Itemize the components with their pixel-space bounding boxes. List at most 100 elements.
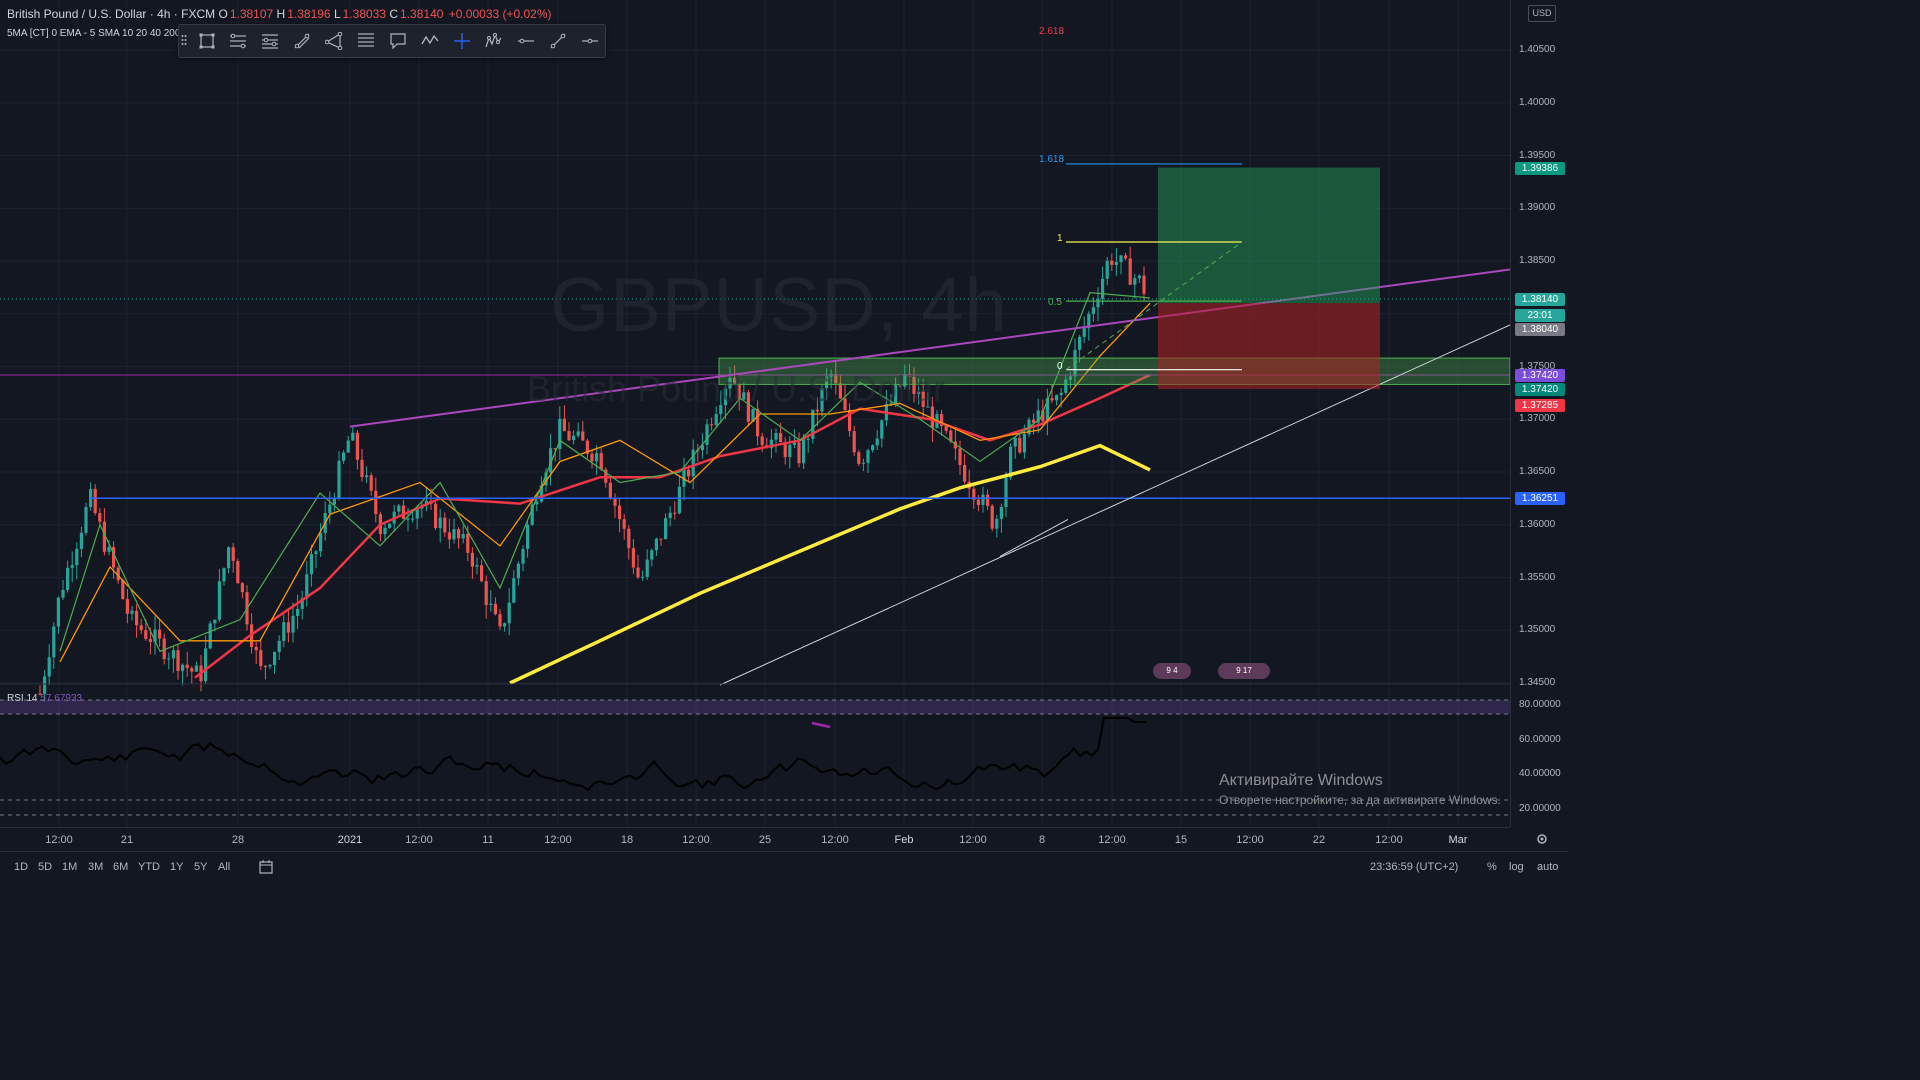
candle-body bbox=[240, 583, 244, 593]
candle-body bbox=[148, 638, 152, 642]
candle-body bbox=[999, 507, 1003, 519]
candle-body bbox=[595, 453, 599, 462]
crosshair-icon[interactable] bbox=[449, 28, 475, 54]
candle-body bbox=[480, 565, 484, 582]
time-axis-label: 12:00 bbox=[682, 834, 710, 846]
candle-body bbox=[797, 442, 801, 464]
range-button-ytd[interactable]: YTD bbox=[138, 861, 160, 873]
candle-body bbox=[838, 383, 842, 399]
candle-body bbox=[282, 622, 286, 641]
candle-body bbox=[917, 391, 921, 394]
symbol-interval[interactable]: 4h bbox=[157, 7, 171, 21]
range-button-6m[interactable]: 6M bbox=[113, 861, 129, 873]
price-axis-label: 1.35500 bbox=[1519, 571, 1556, 583]
bottom-toolbar[interactable]: 1D 5D 1M 3M 6M YTD 1Y 5Y All 23:36:59 (UTC+2) % … bbox=[0, 851, 1568, 883]
rectangle-icon[interactable] bbox=[194, 28, 220, 54]
fib-label-1: 1 bbox=[1057, 233, 1063, 244]
candle-body bbox=[857, 452, 861, 464]
path-icon[interactable] bbox=[321, 28, 347, 54]
candle-body bbox=[346, 440, 350, 453]
range-button-5y[interactable]: 5Y bbox=[194, 861, 208, 873]
range-button-3m[interactable]: 3M bbox=[88, 861, 104, 873]
candle-body bbox=[286, 622, 290, 633]
candle-body bbox=[388, 523, 392, 528]
price-tag: 1.37420 bbox=[1515, 369, 1565, 382]
xabcd-pattern-icon[interactable] bbox=[417, 28, 443, 54]
callout-icon[interactable] bbox=[385, 28, 411, 54]
clock[interactable]: 23:36:59 (UTC+2) bbox=[1370, 861, 1459, 873]
time-axis-label: Mar bbox=[1448, 834, 1468, 846]
candle-body bbox=[355, 432, 359, 460]
price-axis-label: 1.35000 bbox=[1519, 624, 1556, 636]
trend-angle-icon[interactable] bbox=[289, 28, 315, 54]
candle-body bbox=[268, 664, 272, 667]
regression-channel-icon[interactable] bbox=[257, 28, 283, 54]
candle-body bbox=[70, 565, 74, 568]
candle-body bbox=[990, 505, 994, 529]
candle-body bbox=[452, 529, 456, 540]
time-axis[interactable]: 12:00 21 28 2021 12:00 11 12:00 18 12:00 25 12:00 F… bbox=[0, 827, 1547, 852]
sma10-line bbox=[59, 292, 1151, 653]
candle-body bbox=[926, 406, 930, 408]
range-button-1y[interactable]: 1Y bbox=[170, 861, 184, 873]
candle-body bbox=[121, 580, 125, 600]
price-axis-label: 1.37000 bbox=[1519, 413, 1556, 425]
range-button-all[interactable]: All bbox=[218, 861, 231, 873]
candle-body bbox=[1101, 278, 1105, 299]
drag-handle-icon[interactable] bbox=[179, 28, 189, 54]
chart-pane[interactable]: GBPUSD, 4h British Pound / U.S. Dollar B… bbox=[0, 0, 1510, 827]
candle-body bbox=[535, 501, 539, 505]
horizontal-ray-icon[interactable] bbox=[513, 28, 539, 54]
candle-body bbox=[866, 450, 870, 463]
candle-body bbox=[1004, 477, 1008, 508]
range-button-1d[interactable]: 1D bbox=[14, 861, 29, 873]
candle-body bbox=[636, 567, 640, 578]
date-range-icon[interactable] bbox=[258, 859, 274, 880]
candle-body bbox=[194, 665, 198, 672]
economic-event-badge[interactable]: 9 4 bbox=[1153, 663, 1191, 679]
close-label: C bbox=[389, 7, 399, 21]
candle-body bbox=[613, 498, 617, 506]
candle-body bbox=[461, 533, 465, 539]
high-value: 1.38196 bbox=[287, 7, 331, 21]
candle-body bbox=[719, 405, 723, 415]
price-axis[interactable]: USD 1.40500 1.40000 1.39500 1.39000 1.38500 1… bbox=[1510, 0, 1569, 827]
symbol-name[interactable]: British Pound / U.S. Dollar bbox=[7, 7, 147, 21]
indicator-legend[interactable]: 5MA [CT] 0 EMA - 5 SMA 10 20 40 200 bbox=[7, 28, 181, 39]
range-button-5d[interactable]: 5D bbox=[38, 861, 53, 873]
price-axis-label: 1.37500 bbox=[1519, 360, 1556, 372]
symbol-legend[interactable]: British Pound / U.S. Dollar · 4h · FXCM … bbox=[7, 7, 552, 21]
candle-body bbox=[949, 430, 953, 442]
log-toggle[interactable]: log bbox=[1509, 861, 1524, 873]
candle-body bbox=[530, 504, 534, 525]
candle-body bbox=[995, 518, 999, 529]
low-label: L bbox=[333, 7, 341, 21]
candle-body bbox=[590, 453, 594, 462]
price-axis-label: 1.39500 bbox=[1519, 149, 1556, 161]
chart-canvas[interactable] bbox=[0, 0, 1510, 827]
economic-event-badge[interactable]: 9 17 bbox=[1218, 663, 1270, 679]
candle-body bbox=[438, 517, 442, 529]
candle-body bbox=[769, 439, 773, 449]
candle-body bbox=[963, 464, 967, 482]
range-button-1m[interactable]: 1M bbox=[62, 861, 78, 873]
rsi-axis-label: 40.00000 bbox=[1519, 768, 1561, 779]
settings-gear-icon[interactable] bbox=[1535, 832, 1549, 851]
currency-badge[interactable]: USD bbox=[1528, 5, 1556, 22]
trend-line-icon[interactable] bbox=[545, 28, 571, 54]
horizontal-line-icon[interactable] bbox=[577, 28, 603, 54]
elliott-wave-icon[interactable] bbox=[481, 28, 507, 54]
percent-toggle[interactable]: % bbox=[1487, 861, 1497, 873]
fib-label-1618: 1.618 bbox=[1039, 154, 1065, 165]
auto-toggle[interactable]: auto bbox=[1537, 861, 1559, 873]
rsi-legend[interactable]: RSI 14 57.67933 bbox=[7, 693, 82, 704]
candle-body bbox=[687, 469, 691, 477]
fib-retracement-icon[interactable] bbox=[353, 28, 379, 54]
price-tag: 1.38140 bbox=[1515, 293, 1565, 306]
candle-body bbox=[599, 453, 603, 470]
candle-body bbox=[714, 414, 718, 425]
candle-body bbox=[135, 610, 139, 626]
time-axis-label: 11 bbox=[482, 834, 494, 846]
parallel-channel-icon[interactable] bbox=[225, 28, 251, 54]
drawing-toolbar[interactable] bbox=[178, 24, 606, 58]
